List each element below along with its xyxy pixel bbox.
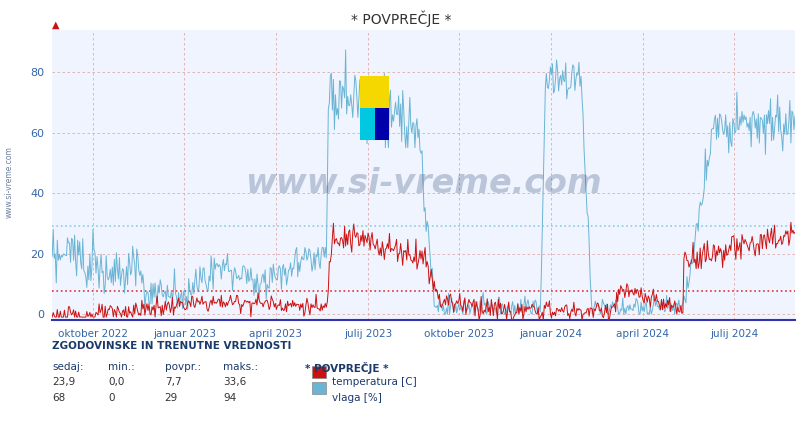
Text: www.si-vreme.com: www.si-vreme.com: [5, 146, 14, 218]
Text: temperatura [C]: temperatura [C]: [332, 377, 417, 388]
Text: povpr.:: povpr.:: [164, 362, 200, 372]
Text: www.si-vreme.com: www.si-vreme.com: [245, 167, 602, 200]
FancyBboxPatch shape: [374, 108, 388, 140]
Text: sedaj:: sedaj:: [52, 362, 83, 372]
Text: * POVPREČJE *: * POVPREČJE *: [305, 362, 388, 374]
Text: maks.:: maks.:: [223, 362, 258, 372]
Text: 0: 0: [108, 393, 115, 403]
Text: 33,6: 33,6: [223, 377, 246, 388]
Text: 29: 29: [164, 393, 178, 403]
FancyBboxPatch shape: [360, 108, 374, 140]
Text: 68: 68: [52, 393, 66, 403]
Text: 94: 94: [223, 393, 237, 403]
FancyBboxPatch shape: [360, 76, 388, 108]
Text: * POVPREČJE *: * POVPREČJE *: [350, 11, 452, 27]
Text: 23,9: 23,9: [52, 377, 75, 388]
Text: ZGODOVINSKE IN TRENUTNE VREDNOSTI: ZGODOVINSKE IN TRENUTNE VREDNOSTI: [52, 341, 291, 351]
Text: vlaga [%]: vlaga [%]: [332, 393, 382, 403]
Text: 0,0: 0,0: [108, 377, 124, 388]
Text: 7,7: 7,7: [164, 377, 181, 388]
Text: min.:: min.:: [108, 362, 135, 372]
Text: ▲: ▲: [52, 20, 59, 30]
